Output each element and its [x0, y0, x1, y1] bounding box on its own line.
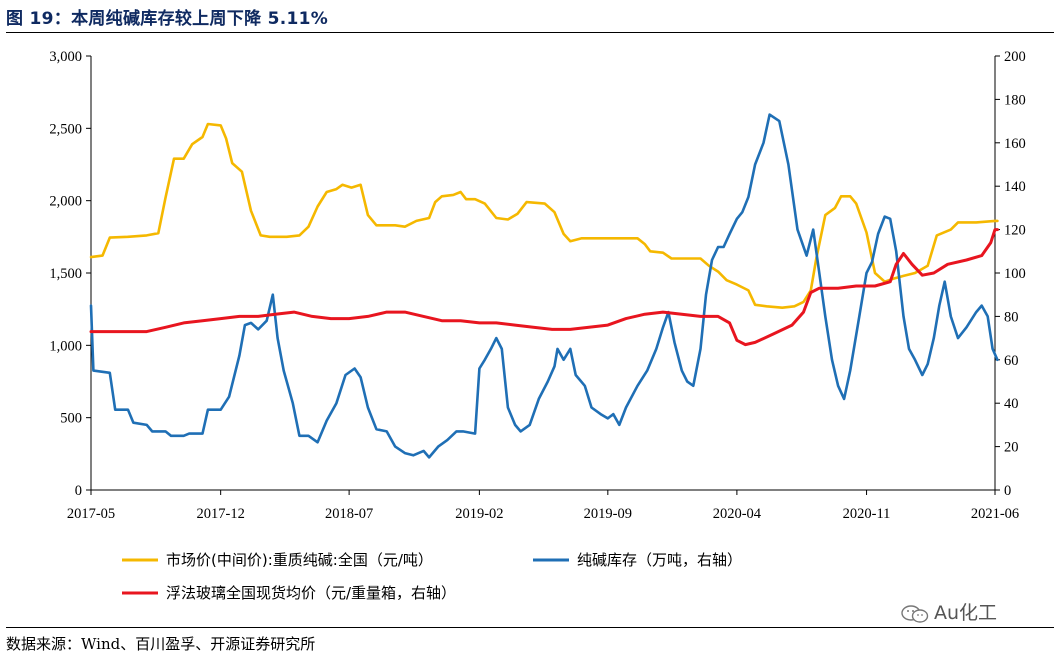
right-tick-label: 40 [1004, 396, 1019, 412]
chart-series [89, 113, 999, 459]
source-note: 数据来源：Wind、百川盈孚、开源证券研究所 [6, 635, 316, 653]
title-rule [6, 32, 1054, 33]
right-tick-label: 140 [1004, 179, 1026, 195]
x-tick-label: 2020-04 [713, 506, 762, 522]
left-tick-label: 2,000 [49, 194, 82, 210]
x-tick-label: 2017-12 [196, 506, 244, 522]
inventory-series-line [89, 113, 999, 459]
bottom-rule [6, 627, 1054, 628]
legend-label: 市场价(中间价):重质纯碱:全国（元/吨） [166, 551, 433, 569]
right-tick-label: 80 [1004, 309, 1019, 325]
left-tick-label: 1,500 [49, 266, 82, 282]
left-tick-label: 1,000 [49, 338, 82, 354]
right-tick-label: 60 [1004, 353, 1019, 369]
chart-legend: 市场价(中间价):重质纯碱:全国（元/吨） 纯碱库存（万吨，右轴） 浮法玻璃全国现货… [122, 551, 742, 602]
left-tick-label: 2,500 [49, 121, 82, 137]
price-series-line [89, 122, 999, 310]
right-tick-label: 160 [1004, 136, 1026, 152]
left-tick-label: 3,000 [49, 49, 82, 65]
watermark-text: Au化工 [934, 602, 998, 624]
watermark: Au化工 [900, 598, 997, 625]
x-tick-label: 2019-02 [455, 506, 503, 522]
x-tick-label: 2020-11 [843, 506, 891, 522]
legend-label: 浮法玻璃全国现货均价（元/重量箱，右轴） [166, 584, 456, 602]
right-tick-label: 180 [1004, 92, 1026, 108]
right-tick-label: 20 [1004, 440, 1019, 456]
glass-series-line [89, 228, 999, 347]
right-tick-label: 100 [1004, 266, 1026, 282]
left-tick-label: 0 [75, 483, 82, 499]
x-tick-label: 2018-07 [325, 506, 373, 522]
legend-label: 纯碱库存（万吨，右轴） [577, 551, 742, 569]
right-tick-label: 200 [1004, 49, 1026, 65]
x-tick-label: 2019-09 [584, 506, 632, 522]
chart-axes: 0 500 1,000 1,500 2,000 2,500 3,000 0 20 40 60 80 10… [49, 49, 1025, 522]
figure-title: 图 19：本周纯碱库存较上周下降 5.11% [6, 9, 329, 29]
left-tick-label: 500 [60, 411, 82, 427]
right-tick-label: 0 [1004, 483, 1011, 499]
x-tick-label: 2021-06 [971, 506, 1019, 522]
right-tick-label: 120 [1004, 223, 1026, 239]
x-tick-label: 2017-05 [67, 506, 115, 522]
wechat-logo-icon [901, 604, 929, 623]
